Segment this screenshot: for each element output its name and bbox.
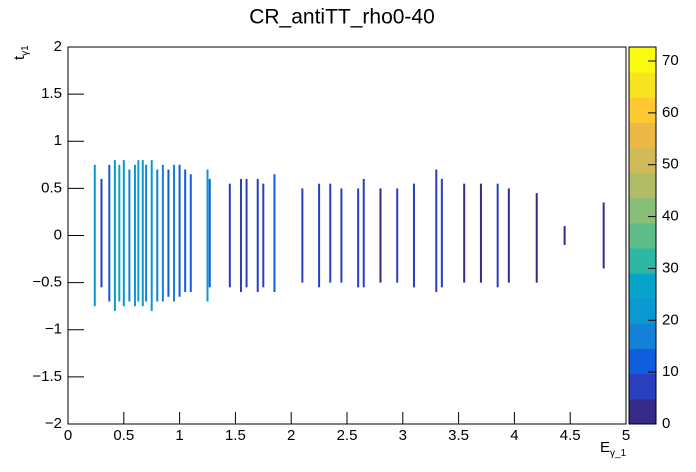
y-tick-label: −2 (45, 415, 62, 432)
x-tick-label: 3.5 (448, 427, 469, 444)
histogram-cell (113, 160, 116, 311)
histogram-cell (245, 178, 248, 288)
colorbar-band (629, 47, 656, 73)
colorbar-band (629, 197, 656, 224)
histogram-cell (118, 164, 121, 302)
histogram-cell (167, 169, 170, 297)
x-tick-label: 4 (510, 427, 518, 444)
colorbar-tick-label: 60 (662, 104, 679, 121)
histogram-cell (206, 169, 209, 302)
x-tick-label: 2 (287, 427, 295, 444)
y-tick-label: 1 (54, 132, 62, 149)
colorbar-band (629, 222, 656, 249)
colorbar-band (629, 348, 656, 375)
histogram-cell (93, 164, 96, 307)
histogram-cell (145, 164, 148, 302)
histogram-cell (208, 178, 211, 288)
histogram-cell (379, 188, 382, 283)
histogram-cell (128, 169, 131, 302)
x-tick-label: 1.5 (225, 427, 246, 444)
y-tick-label: −0.5 (32, 274, 62, 291)
histogram-cell (440, 178, 443, 288)
colorbar-band (629, 373, 656, 400)
histogram-cell (396, 188, 399, 283)
histogram-cell (108, 164, 111, 302)
histogram-cell (535, 193, 538, 283)
colorbar-band (629, 97, 656, 123)
histogram-cell (273, 174, 276, 293)
colorbar-tick-label: 40 (662, 208, 679, 225)
histogram-cell (122, 160, 125, 307)
histogram-cell (563, 226, 566, 245)
x-tick-label: 0.5 (113, 427, 134, 444)
y-axis-label-sub: γ1 (20, 45, 31, 56)
histogram-cell (507, 188, 510, 283)
histogram-cell (161, 164, 164, 302)
histogram-cell (189, 174, 192, 293)
histogram-cell (228, 183, 231, 288)
x-axis-label-main: E (600, 439, 610, 456)
histogram-cell (173, 164, 176, 302)
histogram-cell (463, 183, 466, 283)
histogram-cell (479, 183, 482, 283)
colorbar-band (629, 298, 656, 324)
histogram-cell (602, 202, 605, 269)
colorbar-band (629, 147, 656, 174)
x-tick-label: 0 (64, 427, 72, 444)
histogram-cell (412, 183, 415, 288)
y-tick-label: 2 (54, 38, 62, 55)
colorbar-band (629, 72, 656, 98)
histogram-cell (184, 169, 187, 293)
histogram-cell (496, 183, 499, 288)
histogram-cell (340, 188, 343, 283)
colorbar-frame (628, 46, 657, 425)
x-tick-label: 5 (622, 427, 630, 444)
colorbar-tick-label: 50 (662, 156, 679, 173)
histogram-cell (435, 169, 438, 293)
histogram-cell (262, 183, 265, 288)
histogram-cell (178, 164, 181, 297)
y-axis-label-main: t (11, 55, 28, 60)
colorbar-band (629, 248, 656, 274)
histogram-cell (100, 178, 103, 288)
x-axis-label: Eγ_1 (600, 439, 627, 459)
histogram-cell (137, 160, 140, 302)
colorbar-band (629, 122, 656, 149)
y-tick-label: 0 (54, 226, 62, 243)
y-tick-label: −1 (45, 321, 62, 338)
histogram-cell (329, 183, 332, 283)
histogram-cell (156, 169, 159, 302)
x-tick-label: 3 (399, 427, 407, 444)
histogram-cell (141, 160, 144, 307)
x-tick-label: 1 (175, 427, 183, 444)
colorbar-band (629, 323, 656, 350)
x-tick-label: 4.5 (560, 427, 581, 444)
colorbar-tick-label: 70 (662, 52, 679, 69)
x-tick-label: 2.5 (337, 427, 358, 444)
chart-title: CR_antiTT_rho0-40 (249, 6, 435, 29)
y-tick-label: 1.5 (41, 85, 62, 102)
histogram-cell (133, 164, 136, 307)
histogram-cell (256, 178, 259, 293)
histogram-cell (301, 188, 304, 283)
histogram-cell (150, 160, 153, 311)
y-tick-label: −1.5 (32, 368, 62, 385)
y-tick-label: 0.5 (41, 179, 62, 196)
colorbar-tick-label: 0 (662, 415, 670, 432)
y-axis-label: tγ1 (11, 45, 31, 60)
colorbar-tick-label: 10 (662, 363, 679, 380)
colorbar-band (629, 398, 656, 425)
colorbar-band (629, 273, 656, 299)
colorbar-tick-label: 30 (662, 259, 679, 276)
histogram-cell (362, 178, 365, 288)
colorbar-band (629, 172, 656, 199)
histogram-cell (239, 178, 242, 293)
x-axis-label-sub: γ_1 (610, 448, 627, 459)
histogram-cell (318, 183, 321, 288)
colorbar-tick-label: 20 (662, 311, 679, 328)
histogram-cell (357, 188, 360, 288)
